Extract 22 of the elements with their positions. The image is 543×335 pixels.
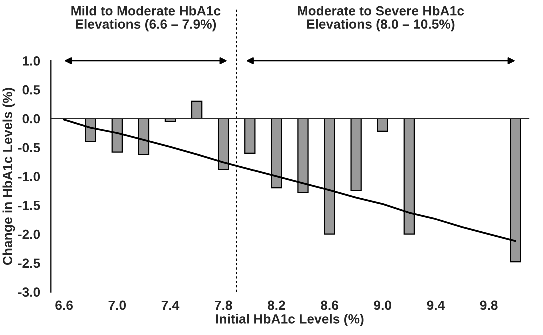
x-tick-label: 9.8 bbox=[480, 300, 498, 310]
x-tick-label: 7.0 bbox=[108, 300, 126, 310]
y-tick-label: -2.5 bbox=[18, 258, 40, 268]
x-tick-label: 9.4 bbox=[427, 300, 446, 310]
x-tick-label: 9.0 bbox=[374, 300, 392, 310]
y-tick-label: 0.0 bbox=[22, 114, 40, 124]
x-axis-title: Initial HbA1c Levels (%) bbox=[216, 314, 364, 326]
y-tick-label: -0.5 bbox=[18, 143, 40, 153]
y-tick-label: -1.0 bbox=[18, 172, 40, 182]
y-axis-title: Change in HbA1c Levels (%) bbox=[2, 88, 16, 266]
x-tick-label: 7.8 bbox=[214, 300, 232, 310]
y-tick-label: 0.5 bbox=[22, 85, 40, 95]
y-tick-label: -2.0 bbox=[18, 230, 40, 240]
y-tick-label: 1.0 bbox=[23, 56, 40, 66]
text: Moderate to Severe HbA1c Elevations (8.0 – 10.5%) bbox=[298, 6, 464, 32]
x-tick-label: 7.4 bbox=[162, 300, 180, 310]
x-tick-label: 8.6 bbox=[321, 300, 338, 310]
y-tick-label: -3.0 bbox=[18, 288, 40, 298]
y-tick-label: -1.5 bbox=[18, 201, 40, 210]
x-tick-label: 8.2 bbox=[268, 300, 286, 310]
text: Mild to Moderate HbA1c Elevations (6.6 – 7.9%) bbox=[72, 6, 221, 32]
x-tick-label: 6.6 bbox=[56, 300, 74, 310]
